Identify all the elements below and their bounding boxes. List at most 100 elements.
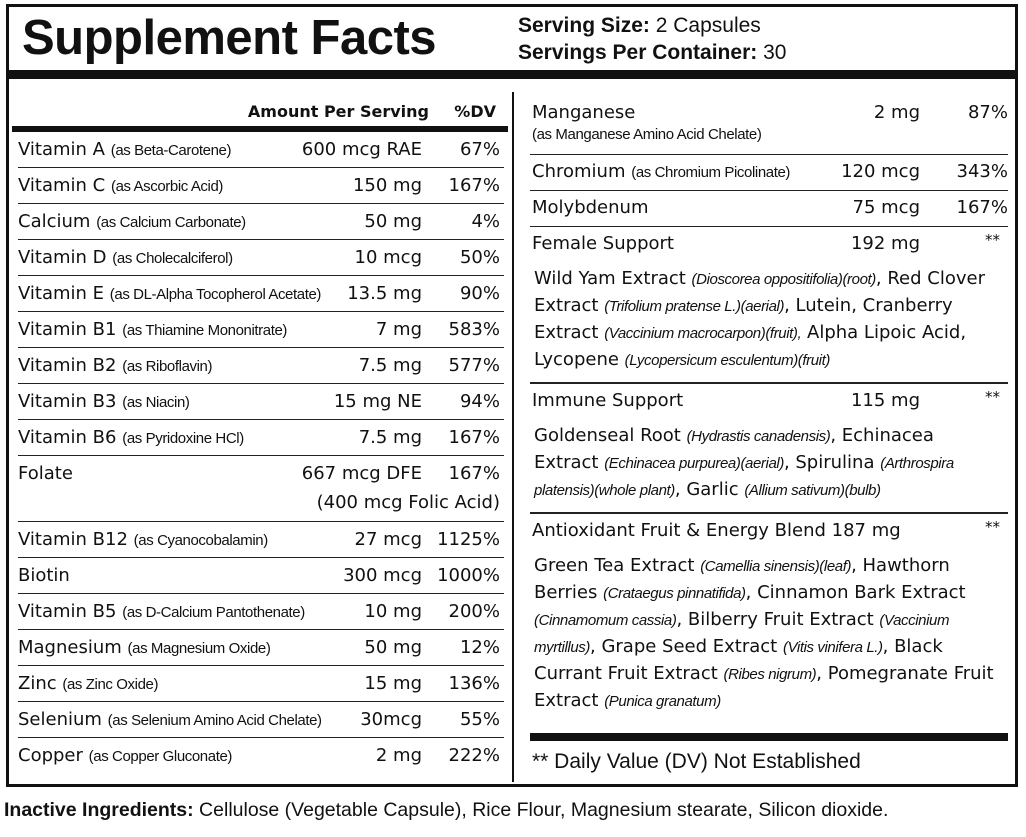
nutrient-source: (as Niacin) bbox=[122, 394, 190, 411]
nutrient-note: (400 mcg Folic Acid) bbox=[316, 492, 500, 513]
blend-row: Immune Support 115 mg ** bbox=[530, 384, 1008, 419]
nutrient-name-text: Vitamin B2 bbox=[18, 355, 117, 376]
nutrient-name: Vitamin D (as Cholecalciferol) bbox=[18, 247, 233, 268]
botanical-name: (Vitis vinifera L.) bbox=[782, 639, 883, 656]
blend-dv: ** bbox=[985, 231, 1000, 249]
botanical-name: (Trifolium pratense L.)(aerial) bbox=[604, 298, 785, 315]
nutrient-amount: 75 mcg bbox=[852, 197, 920, 218]
nutrient-name-text: Vitamin B12 bbox=[18, 529, 128, 550]
nutrient-row: Vitamin B6 (as Pyridoxine HCl) 7.5 mg 167% bbox=[18, 420, 504, 456]
nutrient-amount: 7 mg bbox=[375, 319, 422, 340]
header-divider bbox=[12, 126, 508, 132]
nutrient-amount: 150 mg bbox=[352, 175, 422, 196]
nutrient-name: Selenium (as Selenium Amino Acid Chelate… bbox=[18, 709, 322, 730]
botanical-name: (Dioscorea oppositifolia)(root) bbox=[691, 271, 877, 288]
nutrient-source: (as Zinc Oxide) bbox=[62, 676, 159, 693]
label-border bbox=[6, 4, 1018, 787]
nutrient-name: Vitamin B3 (as Niacin) bbox=[18, 391, 190, 412]
servings-per-container-value: 30 bbox=[763, 41, 787, 64]
column-divider bbox=[512, 92, 514, 782]
nutrient-name: Vitamin C (as Ascorbic Acid) bbox=[18, 175, 223, 196]
right-column: Manganese (as Manganese Amino Acid Chela… bbox=[530, 96, 1008, 723]
blend-name: Female Support bbox=[532, 233, 674, 254]
nutrient-row: Calcium (as Calcium Carbonate) 50 mg 4% bbox=[18, 204, 504, 240]
nutrient-row: Vitamin A (as Beta-Carotene) 600 mcg RAE 6… bbox=[18, 132, 504, 168]
nutrient-row: Zinc (as Zinc Oxide) 15 mg 136% bbox=[18, 666, 504, 702]
nutrient-name: Vitamin B6 (as Pyridoxine HCl) bbox=[18, 427, 244, 448]
nutrient-dv: 343% bbox=[956, 161, 1008, 182]
nutrient-row: Vitamin E (as DL-Alpha Tocopherol Acetat… bbox=[18, 276, 504, 312]
nutrient-row: Vitamin C (as Ascorbic Acid) 150 mg 167% bbox=[18, 168, 504, 204]
botanical-name: (Camellia sinensis)(leaf) bbox=[700, 558, 852, 575]
nutrient-dv: 136% bbox=[448, 673, 500, 694]
nutrient-dv: 90% bbox=[459, 283, 500, 304]
footnote-divider bbox=[530, 733, 1008, 741]
nutrient-name-text: Calcium bbox=[18, 211, 91, 232]
nutrient-source: (as Selenium Amino Acid Chelate) bbox=[107, 712, 322, 729]
nutrient-name-text: Copper bbox=[18, 745, 83, 766]
nutrient-name: Magnesium (as Magnesium Oxide) bbox=[18, 637, 271, 658]
nutrient-name: Calcium (as Calcium Carbonate) bbox=[18, 211, 246, 232]
nutrient-amount: 30mcg bbox=[360, 709, 422, 730]
nutrient-source: (as Cholecalciferol) bbox=[112, 250, 233, 267]
ingredient-text: , Garlic bbox=[674, 479, 745, 500]
nutrient-dv: 167% bbox=[448, 175, 500, 196]
nutrient-name: Zinc (as Zinc Oxide) bbox=[18, 673, 158, 694]
nutrient-amount: 27 mcg bbox=[354, 529, 422, 550]
nutrient-dv: 87% bbox=[967, 102, 1008, 123]
serving-size-label: Serving Size: bbox=[518, 14, 650, 37]
nutrient-source: (as Thiamine Mononitrate) bbox=[122, 322, 288, 339]
nutrient-row-chromium: Chromium (as Chromium Picolinate) 120 mc… bbox=[530, 155, 1008, 191]
ingredient-text: , Grape Seed Extract bbox=[590, 636, 783, 657]
nutrient-row: Vitamin B12 (as Cyanocobalamin) 27 mcg 112… bbox=[18, 522, 504, 558]
nutrient-source: (as Pyridoxine HCl) bbox=[122, 430, 244, 447]
top-divider bbox=[6, 70, 1018, 79]
botanical-name: (Cinnamomum cassia) bbox=[534, 612, 677, 629]
nutrient-name-text: Vitamin A bbox=[18, 139, 105, 160]
nutrient-name: Vitamin B1 (as Thiamine Mononitrate) bbox=[18, 319, 287, 340]
servings-per-container-label: Servings Per Container: bbox=[518, 41, 758, 64]
nutrient-source: (as Riboflavin) bbox=[122, 358, 213, 375]
nutrient-source: (as Cyanocobalamin) bbox=[133, 532, 269, 549]
nutrient-name: Biotin bbox=[18, 565, 70, 586]
nutrient-name-text: Vitamin B6 bbox=[18, 427, 117, 448]
amount-header: Amount Per Serving bbox=[247, 102, 429, 121]
nutrient-name-text: Zinc bbox=[18, 673, 57, 694]
nutrient-source: (as DL-Alpha Tocopherol Acetate) bbox=[109, 286, 322, 303]
blend-ingredients: Green Tea Extract (Camellia sinensis)(le… bbox=[530, 549, 1008, 723]
inactive-label: Inactive Ingredients: bbox=[4, 799, 194, 821]
nutrient-name-text: Vitamin C bbox=[18, 175, 106, 196]
nutrient-name: Molybdenum bbox=[532, 197, 649, 218]
serving-size-value: 2 Capsules bbox=[655, 14, 761, 37]
serving-info: Serving Size: 2 Capsules Servings Per Co… bbox=[518, 12, 786, 66]
nutrient-dv: 167% bbox=[956, 197, 1008, 218]
nutrient-amount: 2 mg bbox=[375, 745, 422, 766]
nutrient-source: (as Calcium Carbonate) bbox=[96, 214, 246, 231]
blend-row: Female Support 192 mg ** bbox=[530, 227, 1008, 262]
nutrient-amount: 15 mg bbox=[364, 673, 422, 694]
nutrient-name-text: Vitamin B5 bbox=[18, 601, 117, 622]
nutrient-name: Vitamin B12 (as Cyanocobalamin) bbox=[18, 529, 268, 550]
nutrient-row: Magnesium (as Magnesium Oxide) 50 mg 12% bbox=[18, 630, 504, 666]
blend-name: Antioxidant Fruit & Energy Blend 187 mg bbox=[532, 520, 901, 541]
nutrient-amount: 50 mg bbox=[364, 211, 422, 232]
nutrient-amount: 10 mcg bbox=[354, 247, 422, 268]
ingredient-text: , Pomegranate Fruit Extract bbox=[534, 663, 994, 711]
inactive-text: Cellulose (Vegetable Capsule), Rice Flou… bbox=[193, 799, 889, 821]
botanical-name: (Punica granatum) bbox=[604, 693, 721, 710]
botanical-name: (Echinacea purpurea)(aerial) bbox=[604, 455, 784, 472]
botanical-name: (Lycopersicum esculentum)(fruit) bbox=[624, 352, 831, 369]
nutrient-amount: 10 mg bbox=[364, 601, 422, 622]
nutrient-name-text: Vitamin B3 bbox=[18, 391, 117, 412]
nutrient-amount: 13.5 mg bbox=[347, 283, 422, 304]
botanical-name: (Ribes nigrum) bbox=[723, 666, 817, 683]
nutrient-source: (as Manganese Amino Acid Chelate) bbox=[532, 126, 762, 143]
nutrient-row: Folate 667 mcg DFE 167% (400 mcg Folic Acid… bbox=[18, 456, 504, 522]
left-column: Amount Per Serving %DV Vitamin A (as Bet… bbox=[12, 96, 508, 773]
nutrient-source: (as D-Calcium Pantothenate) bbox=[122, 604, 305, 621]
ingredient-text: , Hawthorn Berries bbox=[534, 555, 950, 603]
blend-dv: ** bbox=[985, 518, 1000, 536]
ingredient-text: , Echinacea Extract bbox=[534, 425, 934, 473]
blend-ingredients: Goldenseal Root (Hydrastis canadensis), … bbox=[530, 419, 1008, 514]
nutrient-row: Copper (as Copper Gluconate) 2 mg 222% bbox=[18, 738, 504, 773]
